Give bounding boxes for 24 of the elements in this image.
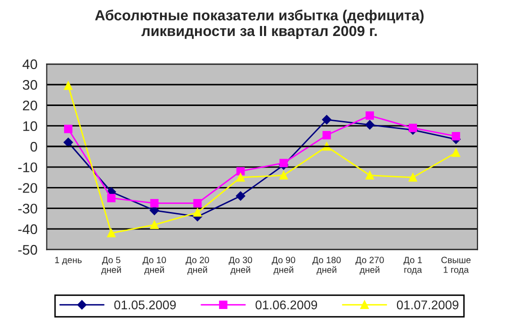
x-tick-label: До 1 года (404, 256, 422, 275)
y-tick-label: -20 (18, 183, 38, 193)
x-tick-label: До 10 дней (142, 256, 166, 275)
y-tick-label: -10 (18, 162, 38, 172)
legend-label: 01.06.2009 (256, 300, 318, 310)
x-tick-label: До 270 дней (355, 256, 384, 275)
y-tick-label: -30 (18, 204, 38, 214)
x-tick-label: До 180 дней (312, 256, 341, 275)
y-tick-label: 30 (22, 80, 38, 90)
y-tick-label: -50 (18, 244, 38, 255)
y-tick-label: 10 (23, 121, 38, 132)
x-tick-label: 1 день (55, 256, 82, 265)
y-tick-label: 20 (22, 100, 38, 110)
y-tick-label: -40 (18, 224, 38, 234)
x-tick-label: До 30 дней (228, 256, 252, 275)
y-tick-label: 0 (30, 142, 38, 152)
x-tick-label: Свыше 1 года (441, 256, 471, 275)
x-tick-label: До 20 дней (186, 256, 210, 275)
y-tick-label: 40 (22, 59, 38, 70)
chart-title: Абсолютные показатели избытка (дефицита) ликвидности за II квартал 2009 г. (95, 10, 424, 40)
legend-label: 01.05.2009 (114, 300, 176, 310)
legend-label: 01.07.2009 (396, 300, 458, 310)
x-tick-label: До 5 дней (101, 256, 121, 275)
x-tick-label: До 90 дней (272, 256, 296, 275)
